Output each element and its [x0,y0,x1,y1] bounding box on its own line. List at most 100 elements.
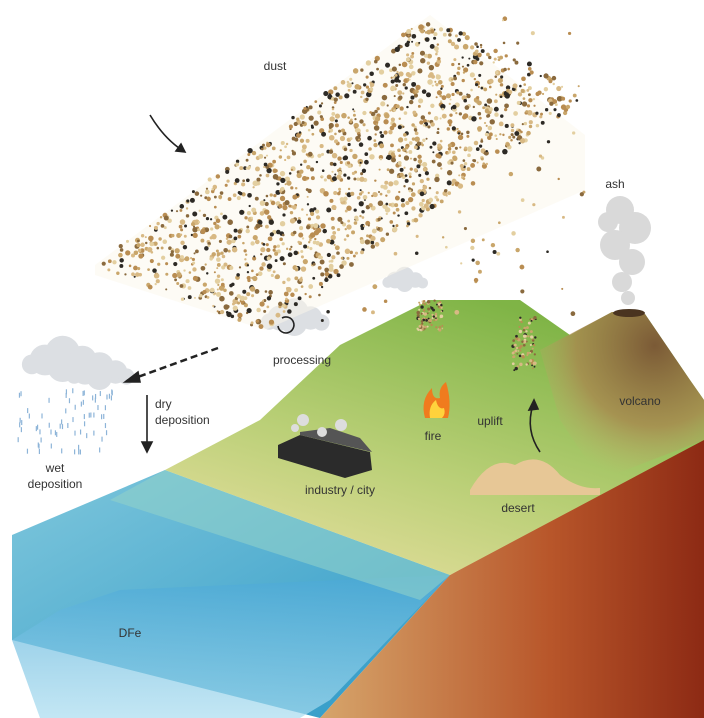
dust-particle [250,216,253,220]
dust-particle [388,152,391,155]
dust-particle [436,198,440,202]
dust-particle [512,58,516,62]
dust-particle [323,191,329,197]
dust-particle [470,238,476,244]
dust-particle [431,74,435,79]
dust-particle [359,189,362,192]
dust-particle [425,22,431,27]
dust-particle [441,327,444,330]
dust-particle [553,108,557,112]
dust-particle [306,176,310,180]
dust-particle [175,210,179,213]
dust-particle [119,263,124,268]
dust-particle [134,272,140,277]
dust-particle [234,182,237,185]
dust-particle [395,224,399,228]
dust-particle [273,194,277,198]
dust-particle [284,158,287,162]
dust-particle [412,110,417,115]
dust-particle [265,142,271,148]
dust-particle [310,211,315,216]
dust-particle [292,205,297,210]
dust-particle [221,254,226,259]
dust-particle [347,164,352,168]
dust-particle [236,195,241,201]
dust-particle [268,319,275,325]
dust-particle [334,123,339,128]
dust-particle [391,48,396,54]
dust-particle [418,213,423,218]
dust-particle [360,95,363,99]
dust-particle [500,114,504,118]
dust-particle [384,113,390,119]
dust-particle [278,203,283,209]
dust-particle [352,108,355,111]
dust-particle [563,110,568,116]
dust-particle [343,155,349,161]
dust-particle [435,326,438,329]
dust-particle [422,123,426,127]
dust-particle [251,276,254,280]
dust-particle [262,242,266,246]
dust-particle [326,238,331,244]
dust-particle [236,273,240,277]
dust-particle [486,52,490,57]
dust-particle [526,61,532,67]
dust-particle [287,309,292,314]
dust-particle [332,231,337,235]
dust-particle [459,163,464,169]
dust-particle [532,344,536,347]
dust-particle [520,198,525,202]
dust-particle [351,82,354,85]
dust-particle [226,304,230,309]
dust-particle [107,268,111,272]
dust-particle [411,137,416,141]
dust-particle [220,212,223,216]
dust-particle [410,27,413,30]
dust-particle [497,221,501,225]
dust-particle [184,224,188,228]
dust-particle [250,321,254,325]
dust-particle [330,216,335,221]
dust-particle [185,214,190,218]
dust-particle [497,58,501,62]
dust-particle [423,203,429,209]
dust-particle [470,88,473,92]
dust-particle [190,257,193,260]
dust-particle [239,295,245,301]
dust-particle [305,225,311,230]
dust-particle [399,172,404,177]
dust-particle [415,84,421,90]
dust-particle [403,111,408,115]
dust-particle [279,149,282,152]
dust-particle [440,306,443,309]
dust-particle [426,92,431,98]
dust-particle [354,251,359,255]
dust-particle [266,263,273,270]
dust-particle [390,143,394,148]
dust-particle [390,79,395,84]
dust-particle [488,78,494,84]
dust-particle [219,226,222,229]
dust-particle [396,70,399,74]
dust-particle [407,73,412,78]
dust-particle [385,232,390,236]
dust-particle [119,248,124,252]
dust-particle [418,325,422,328]
dust-particle [472,105,475,109]
dust-particle [379,157,383,161]
dust-particle [466,130,470,135]
dust-particle [426,29,432,35]
dust-particle [414,89,419,94]
dust-particle [365,60,372,66]
dust-particle [273,245,277,249]
dust-particle [561,96,566,101]
dust-particle [437,154,442,159]
dust-particle [464,35,470,41]
dust-particle [207,177,212,182]
dust-particle [512,339,515,342]
dust-particle [192,267,197,272]
dust-particle [247,153,251,157]
dust-particle [365,129,369,133]
dust-particle [394,195,400,201]
